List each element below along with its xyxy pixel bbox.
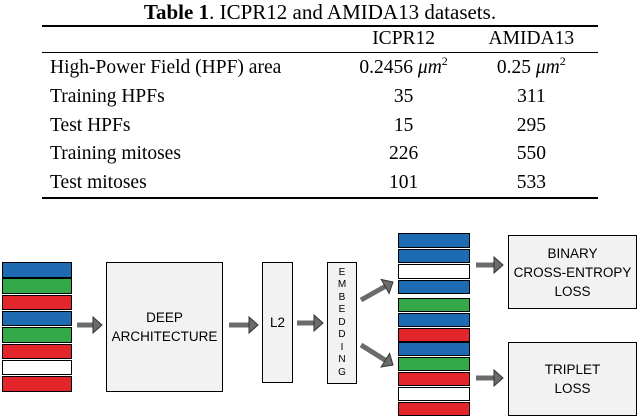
arrow-l2-to-embedding [297, 313, 324, 333]
cell-icpr12: 35 [393, 85, 414, 107]
table-row: Test mitoses 101 533 [42, 169, 598, 198]
table-caption-label: Table 1 [143, 0, 210, 24]
triplet-label-line1: TRIPLET [544, 362, 601, 377]
cell-amida13: 311 [517, 85, 546, 107]
table-header-row: ICPR12 AMIDA13 [42, 26, 598, 52]
row-label: Test HPFs [50, 114, 131, 136]
stripe-blue [398, 233, 470, 248]
table-row: Test HPFs 15 295 [42, 112, 598, 141]
arrow-embedding-to-binary [359, 278, 394, 303]
cell-amida13: 0.25 μm2 [465, 52, 598, 83]
stripe-blue [398, 248, 470, 263]
embedding-letter: D [338, 316, 346, 328]
binary-cross-entropy-loss-box: BINARY CROSS-ENTROPY LOSS [508, 235, 637, 309]
cell-value: 0.2456 [359, 57, 414, 78]
header-amida13: AMIDA13 [488, 28, 575, 49]
unit-exponent: 2 [441, 54, 448, 68]
arrow-binary-to-loss [476, 255, 504, 275]
cell-amida13: 550 [516, 143, 546, 165]
stripe-red [2, 294, 72, 311]
embedding-letter: E [338, 304, 346, 316]
arrow-input-to-deep [77, 315, 103, 335]
stripe-red [398, 327, 470, 342]
deep-label-line1: DEEP [146, 310, 183, 325]
stripe-blue [398, 279, 470, 294]
header-icpr12: ICPR12 [372, 28, 436, 49]
l2-box: L2 [262, 262, 293, 383]
dataset-table: ICPR12 AMIDA13 High-Power Field (HPF) ar… [42, 26, 598, 198]
deep-label-line2: ARCHITECTURE [111, 329, 218, 344]
stripe-red [2, 343, 72, 359]
stripe-blue [2, 310, 72, 327]
cell-icpr12: 15 [393, 114, 414, 136]
binary-loss-label: BINARY CROSS-ENTROPY LOSS [514, 244, 632, 301]
stripe-blue [398, 312, 470, 327]
stripe-green [2, 327, 72, 343]
stripe-red [398, 372, 470, 386]
embedding-letter: G [338, 366, 346, 378]
stripe-red [2, 376, 72, 392]
row-label: High-Power Field (HPF) area [50, 57, 282, 78]
stripe-blue [2, 262, 72, 278]
arrow-embedding-to-triplet [359, 342, 394, 368]
row-label: Training HPFs [50, 85, 165, 107]
table-caption: Table 1. ICPR12 and AMIDA13 datasets. [0, 0, 640, 24]
row-label: Training mitoses [50, 143, 181, 165]
deep-architecture-box: DEEP ARCHITECTURE [106, 262, 223, 392]
embedding-letter: D [338, 329, 346, 341]
triplet-embedding-stack [398, 298, 470, 416]
row-label: Test mitoses [50, 172, 147, 194]
table-row: Training mitoses 226 550 [42, 140, 598, 169]
unit-symbol: μm [535, 57, 560, 78]
embedding-letter: I [340, 341, 344, 353]
binary-embedding-stack [398, 233, 470, 295]
stripe-red [398, 401, 470, 416]
table-header-rule [42, 52, 598, 53]
binary-label-line1: BINARY [547, 245, 598, 261]
cell-icpr12: 0.2456 μm2 [343, 52, 465, 83]
table-row: Training HPFs 35 311 [42, 83, 598, 112]
stripe-white [2, 359, 72, 376]
arrow-deep-to-l2 [229, 315, 259, 335]
triplet-loss-label: TRIPLET LOSS [545, 360, 601, 398]
binary-label-line3: LOSS [554, 283, 591, 299]
stripe-white [398, 386, 470, 401]
table-caption-text: . ICPR12 and AMIDA13 datasets. [209, 0, 497, 24]
embedding-letter: E [338, 266, 346, 278]
cell-amida13: 295 [516, 114, 546, 136]
triplet-label-line2: LOSS [554, 381, 591, 396]
l2-label: L2 [269, 315, 286, 330]
stripe-green [398, 298, 470, 312]
stripe-green [398, 357, 470, 372]
stripe-blue [398, 342, 470, 357]
binary-label-line2: CROSS-ENTROPY [513, 264, 632, 280]
stripe-white [398, 264, 470, 279]
table-row: High-Power Field (HPF) area 0.2456 μm2 0… [42, 52, 598, 83]
unit-symbol: μm [417, 57, 442, 78]
embedding-letter: M [337, 279, 347, 291]
cell-value: 0.25 [496, 57, 532, 78]
table-bottom-rule [42, 197, 598, 199]
embedding-letter: B [338, 291, 346, 303]
embedding-letter: N [338, 354, 346, 366]
input-batch-stack [2, 262, 72, 392]
cell-icpr12: 101 [388, 172, 419, 194]
deep-architecture-label: DEEP ARCHITECTURE [112, 308, 218, 346]
cell-amida13: 533 [516, 172, 546, 194]
unit-exponent: 2 [559, 54, 566, 68]
cell-icpr12: 226 [388, 143, 419, 165]
triplet-loss-box: TRIPLET LOSS [508, 342, 637, 416]
stripe-green [2, 278, 72, 294]
table-top-rule [42, 25, 598, 27]
arrow-triplet-to-loss [476, 368, 504, 388]
